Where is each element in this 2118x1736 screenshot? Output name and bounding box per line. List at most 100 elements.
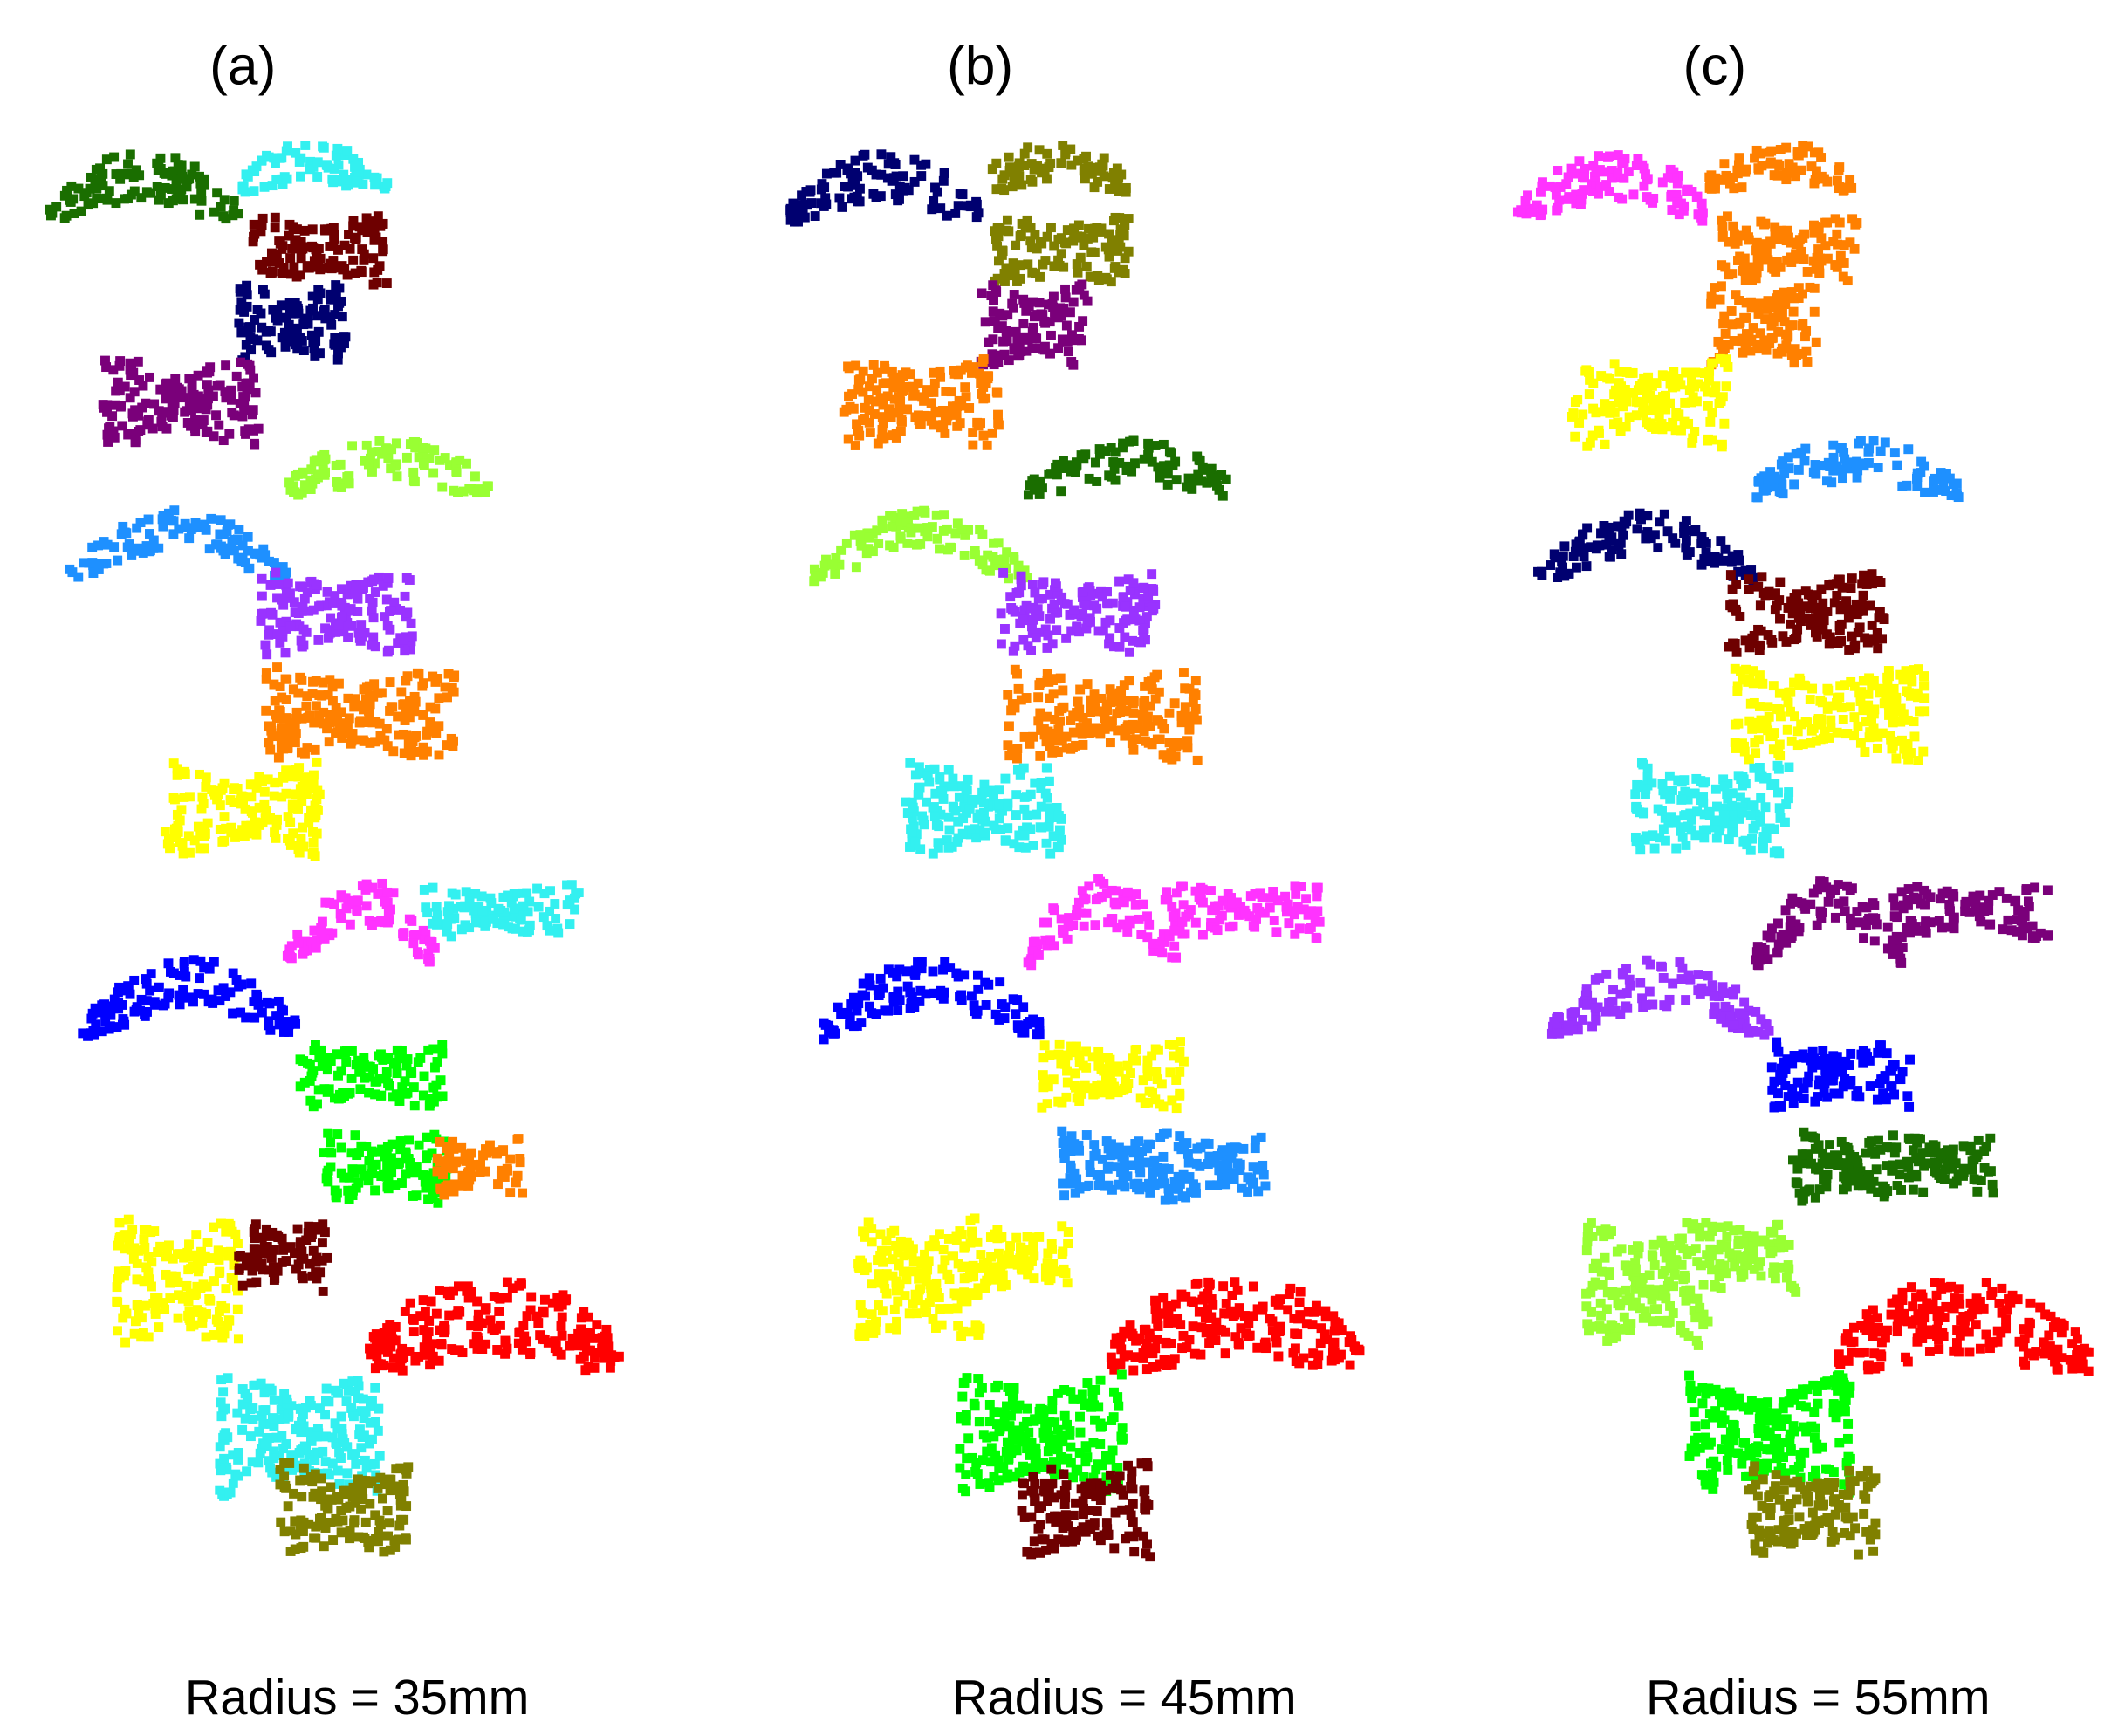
point [1045, 317, 1055, 327]
point [163, 958, 174, 969]
point [1044, 776, 1054, 786]
point [1104, 251, 1114, 262]
point [1148, 938, 1158, 949]
point [875, 1229, 886, 1239]
point [1065, 307, 1075, 318]
point [964, 403, 975, 413]
point [309, 456, 319, 467]
point [447, 888, 457, 898]
point [1090, 696, 1100, 707]
point [948, 773, 958, 784]
point [285, 772, 295, 782]
point [953, 1321, 963, 1331]
point [967, 794, 977, 805]
panel-caption: Radius = 35mm [185, 1670, 530, 1725]
point [450, 1157, 461, 1168]
point [978, 1259, 989, 1270]
point [1068, 710, 1079, 721]
point [1175, 1067, 1185, 1077]
point [188, 955, 199, 965]
point [205, 1253, 216, 1264]
point [307, 689, 318, 698]
point [140, 1242, 150, 1252]
point [887, 521, 897, 532]
point [254, 772, 264, 782]
point [368, 1332, 379, 1341]
point [1042, 642, 1052, 653]
point [430, 703, 441, 714]
point [1155, 1132, 1166, 1142]
point [370, 1185, 380, 1196]
point [1062, 1066, 1072, 1076]
point [442, 1143, 452, 1154]
point [120, 1271, 129, 1281]
point [349, 1168, 360, 1178]
point [369, 216, 380, 227]
point [319, 455, 329, 465]
point [285, 269, 296, 279]
point [394, 1534, 404, 1545]
point [1052, 625, 1062, 635]
cluster [809, 505, 1032, 587]
point [997, 311, 1008, 321]
point [1085, 1167, 1095, 1177]
point [1167, 902, 1177, 912]
point [224, 429, 235, 439]
point [902, 538, 913, 548]
cluster [98, 355, 264, 450]
point [1121, 187, 1131, 197]
point [272, 315, 283, 326]
point [143, 1332, 154, 1342]
point [383, 1531, 394, 1541]
point [390, 1321, 401, 1332]
point [502, 1163, 512, 1174]
point [420, 1177, 430, 1187]
point [1050, 578, 1060, 588]
point [861, 1262, 872, 1273]
point [406, 618, 416, 628]
point [956, 1296, 967, 1306]
point [1215, 915, 1225, 925]
point [878, 379, 888, 389]
point [864, 973, 874, 984]
point [336, 1066, 346, 1076]
point [916, 171, 927, 182]
point [1197, 930, 1208, 940]
point [108, 426, 119, 436]
point [485, 1315, 496, 1326]
point [533, 1318, 544, 1328]
point [949, 1288, 960, 1299]
point [374, 1403, 384, 1414]
point [373, 1425, 383, 1436]
point [184, 374, 195, 384]
point [1097, 592, 1107, 602]
point [1266, 893, 1276, 903]
point [518, 1321, 529, 1331]
point [970, 550, 980, 560]
point [261, 1224, 271, 1234]
point [312, 935, 322, 945]
point [422, 908, 433, 918]
point [92, 183, 102, 194]
point [977, 814, 988, 825]
point [387, 1139, 398, 1149]
point [994, 785, 1004, 795]
point [367, 882, 378, 893]
point [384, 1518, 394, 1528]
point [304, 1427, 314, 1438]
point [1034, 611, 1045, 621]
point [323, 1504, 333, 1514]
point [970, 824, 980, 834]
point [1069, 1139, 1080, 1149]
point [810, 571, 820, 581]
point [993, 538, 1004, 548]
point [314, 1046, 325, 1056]
point [282, 950, 292, 961]
point [374, 1527, 383, 1537]
point [432, 910, 442, 921]
point [1099, 707, 1109, 717]
point [253, 423, 264, 434]
point [1054, 825, 1065, 835]
point [278, 262, 289, 272]
point [306, 330, 317, 340]
